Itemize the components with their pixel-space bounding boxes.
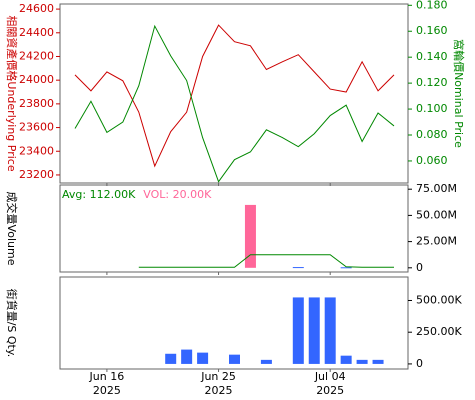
bar (340, 355, 352, 364)
line (138, 254, 394, 268)
y-tick-label: 0.100 (416, 102, 448, 115)
x-tick-label: Jun 16 (89, 370, 125, 383)
y-tick-label: 24200 (19, 49, 54, 62)
plot-frame (59, 276, 409, 370)
y-tick-label: 23800 (19, 97, 54, 110)
x-tick-label: Jun 25 (200, 370, 236, 383)
bar (292, 267, 304, 269)
bar (292, 297, 304, 364)
y-tick-label: 0.180 (416, 0, 448, 11)
y-tick-label: 23400 (19, 144, 54, 157)
y-tick-label: 24400 (19, 26, 54, 39)
x-tick-label: 2025 (93, 384, 121, 397)
x-tick-label: 2025 (205, 384, 233, 397)
x-tick-label: Jul 04 (314, 370, 346, 383)
y-tick-label: 50.00M (416, 208, 457, 221)
y-tick-label: 23600 (19, 121, 54, 134)
y-tick-label: 0.060 (416, 154, 448, 167)
plot-frame (59, 184, 409, 273)
axis-title: 成交量Volume (5, 192, 19, 266)
y-tick-label: 0.120 (416, 76, 448, 89)
bar (340, 267, 352, 269)
y-tick-label: 25.00M (416, 235, 457, 248)
y-tick-label: 75.00M (416, 182, 457, 195)
bar (165, 353, 177, 364)
plot-frame (59, 3, 409, 184)
line (74, 24, 395, 168)
line (74, 24, 395, 183)
axis-title: 街貨量/S Qty. (5, 289, 19, 358)
y-tick-label: 0.140 (416, 50, 448, 63)
y-tick-label: 0 (416, 357, 423, 370)
axis-title: 相關資產價格Underlying Price (5, 15, 19, 171)
axis-title: 窩輪價Nominal Price (452, 39, 466, 148)
y-tick-label: 0.160 (416, 24, 448, 37)
bar (356, 359, 368, 364)
x-tick-label: 2025 (316, 384, 344, 397)
y-tick-label: 0.080 (416, 128, 448, 141)
bar (181, 349, 193, 364)
y-tick-label: 24600 (19, 2, 54, 15)
bar (244, 204, 256, 268)
legend-entry: Avg: 112.00K (62, 188, 136, 201)
y-tick-label: 23200 (19, 168, 54, 181)
bar (197, 352, 209, 364)
y-tick-label: 24000 (19, 73, 54, 86)
bar (324, 297, 336, 364)
bar (260, 359, 272, 364)
y-tick-label: 250.00K (416, 325, 462, 338)
y-tick-label: 0 (416, 261, 423, 274)
bar (372, 359, 384, 364)
bar (229, 354, 240, 364)
legend-entry: VOL: 20.00K (143, 188, 212, 201)
bar (308, 297, 320, 364)
y-tick-label: 500.00K (416, 293, 462, 306)
